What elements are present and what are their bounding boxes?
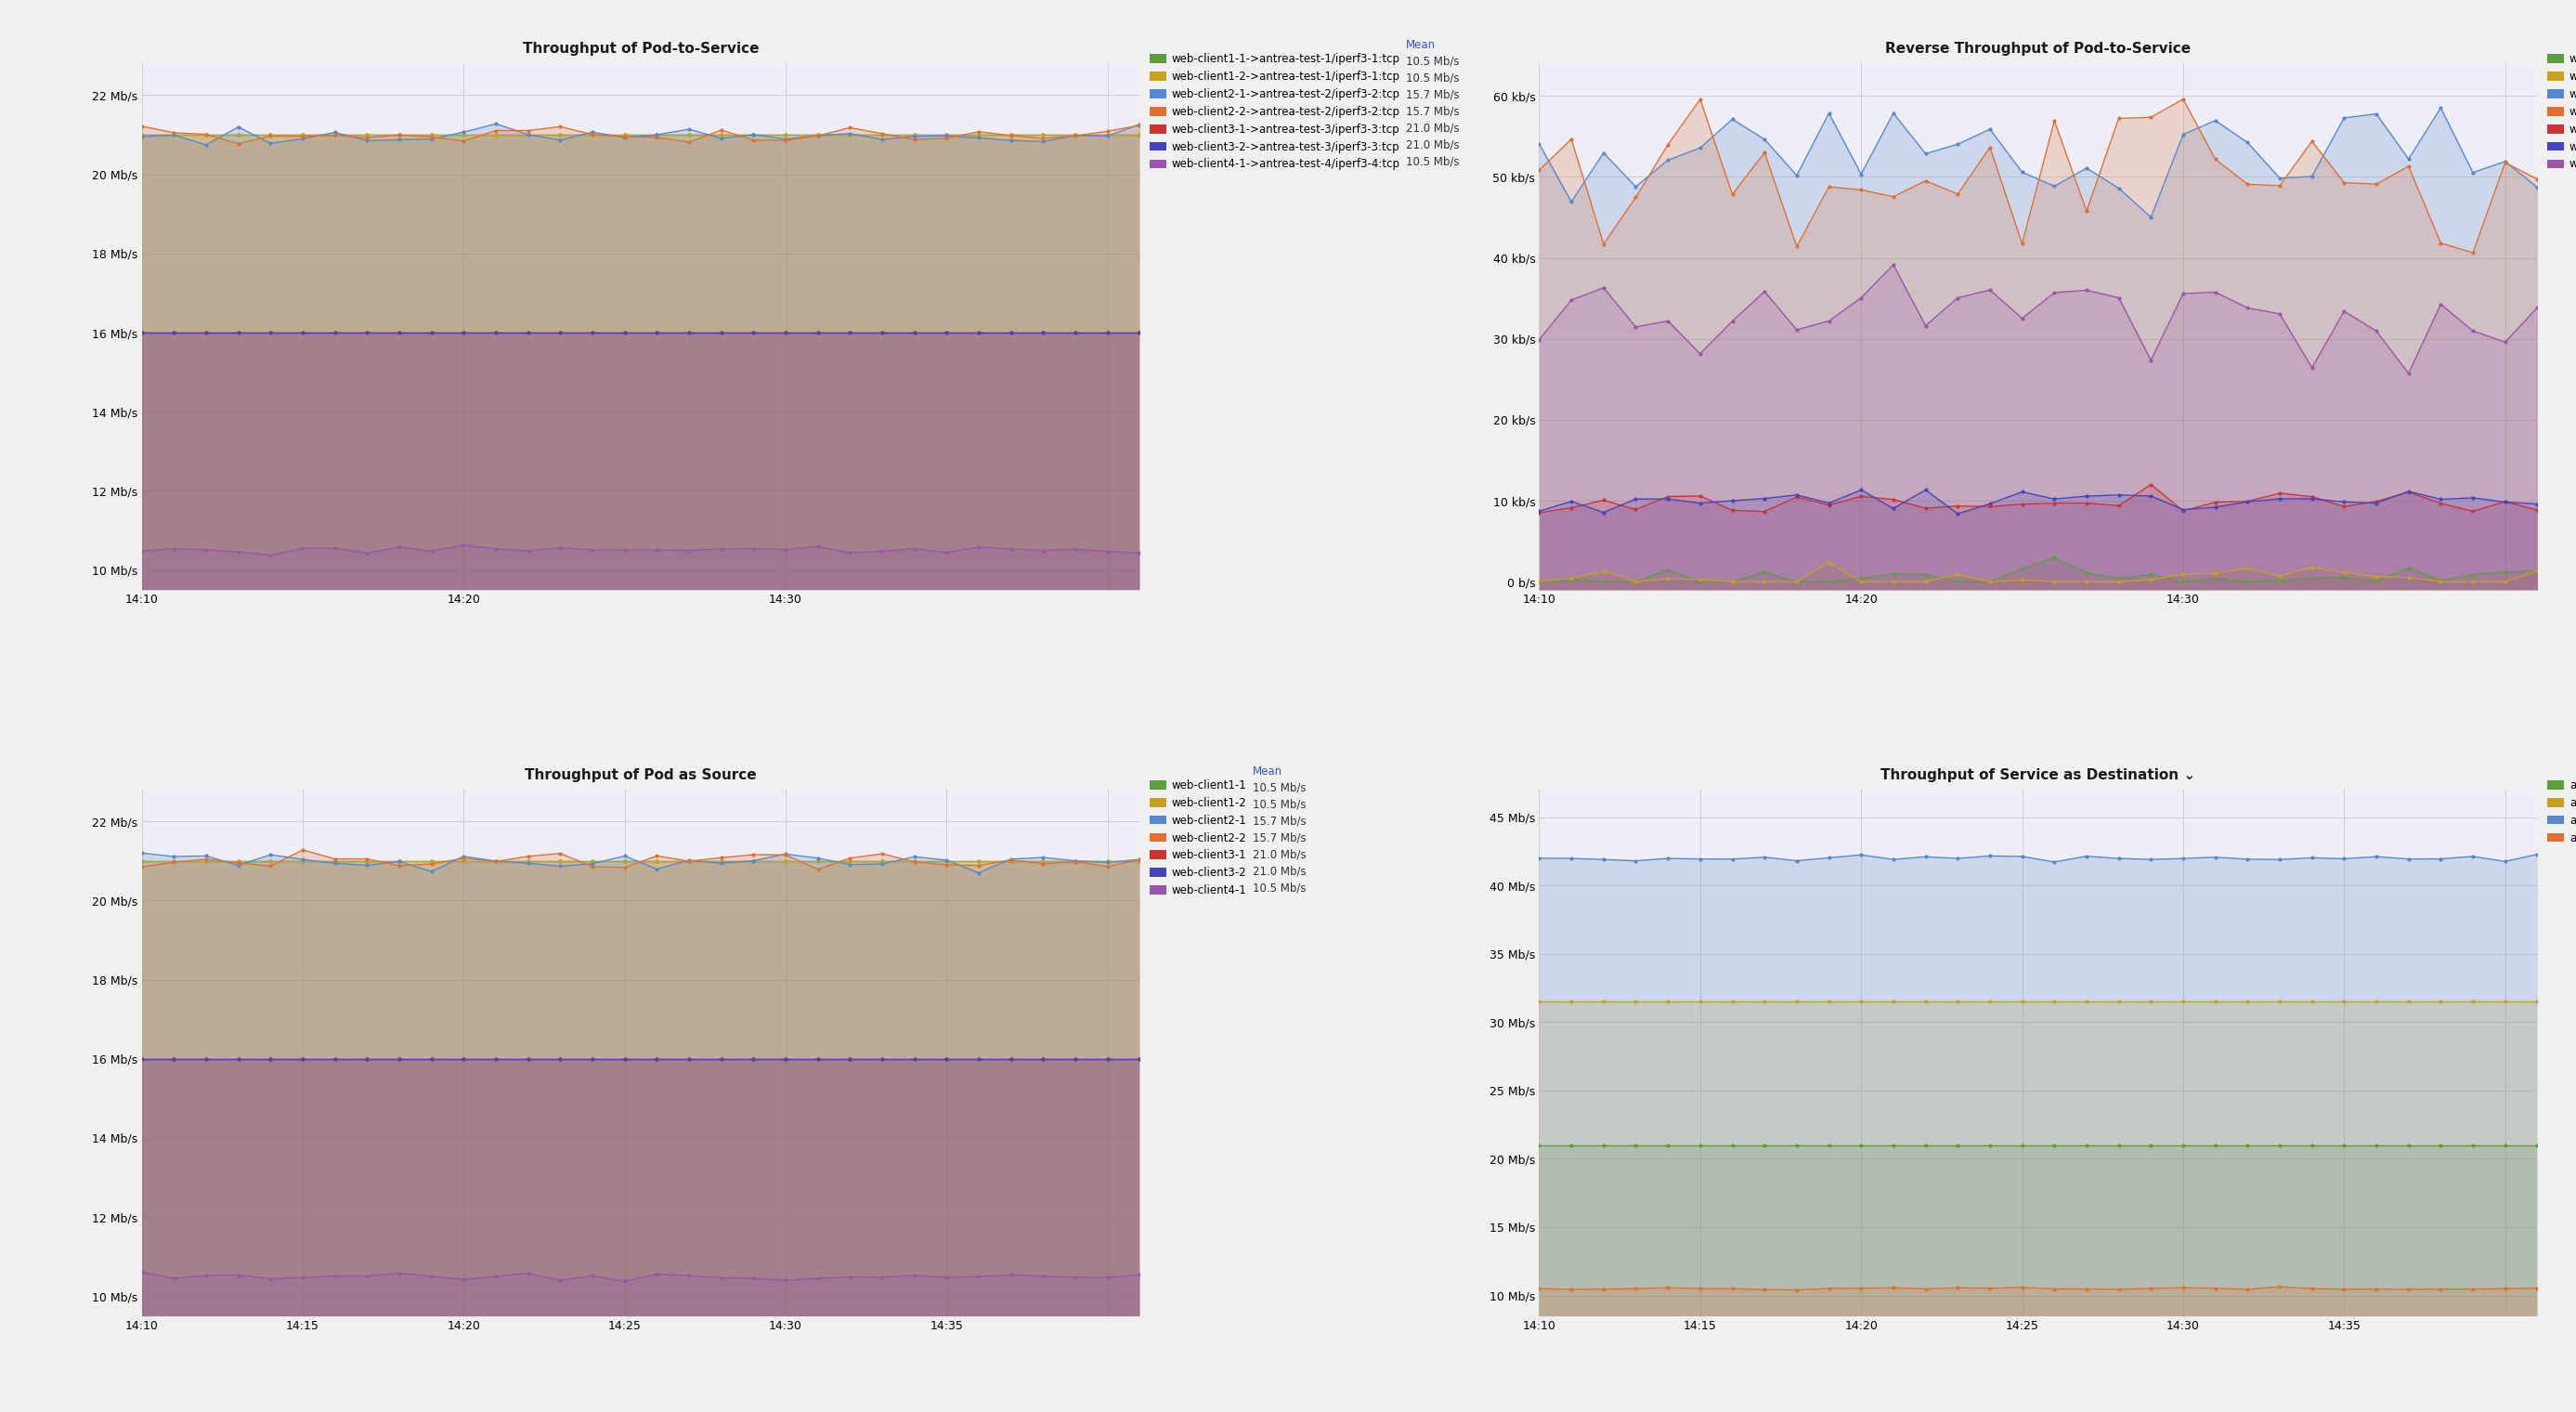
Text: 15.7 Mb/s: 15.7 Mb/s [1406,106,1461,117]
Text: Mean: Mean [1252,765,1283,778]
Text: 10.5 Mb/s: 10.5 Mb/s [1406,72,1458,85]
Text: 15.7 Mb/s: 15.7 Mb/s [1406,89,1461,102]
Text: 10.5 Mb/s: 10.5 Mb/s [1252,782,1306,794]
Title: Throughput of Pod-to-Service: Throughput of Pod-to-Service [523,42,760,56]
Text: 15.7 Mb/s: 15.7 Mb/s [1252,832,1306,844]
Text: 21.0 Mb/s: 21.0 Mb/s [1252,866,1306,877]
Title: Reverse Throughput of Pod-to-Service: Reverse Throughput of Pod-to-Service [1886,42,2192,56]
Title: Throughput of Service as Destination ⌄: Throughput of Service as Destination ⌄ [1880,768,2195,782]
Legend: web-client1-1->antrea-test-1/iperf3-1:tcp, web-client1-2->antrea-test-1/iperf3-1: web-client1-1->antrea-test-1/iperf3-1:tc… [2548,54,2576,171]
Title: Throughput of Pod as Source: Throughput of Pod as Source [526,768,757,782]
Text: 10.5 Mb/s: 10.5 Mb/s [1252,882,1306,894]
Text: 10.5 Mb/s: 10.5 Mb/s [1406,55,1458,68]
Legend: web-client1-1->antrea-test-1/iperf3-1:tcp, web-client1-2->antrea-test-1/iperf3-1: web-client1-1->antrea-test-1/iperf3-1:tc… [1149,54,1401,171]
Legend: antrea-test-1/iperf3-1:tcp, antrea-test-2/iperf3-2:tcp, antrea-test-3/iperf3-3:t: antrea-test-1/iperf3-1:tcp, antrea-test-… [2548,779,2576,844]
Text: 15.7 Mb/s: 15.7 Mb/s [1252,815,1306,827]
Text: 10.5 Mb/s: 10.5 Mb/s [1406,155,1458,168]
Text: 10.5 Mb/s: 10.5 Mb/s [1252,798,1306,810]
Text: 21.0 Mb/s: 21.0 Mb/s [1252,849,1306,861]
Legend: web-client1-1, web-client1-2, web-client2-1, web-client2-2, web-client3-1, web-c: web-client1-1, web-client1-2, web-client… [1149,779,1247,897]
Text: Mean: Mean [1406,40,1435,51]
Text: 21.0 Mb/s: 21.0 Mb/s [1406,123,1461,134]
Text: 21.0 Mb/s: 21.0 Mb/s [1406,140,1461,151]
